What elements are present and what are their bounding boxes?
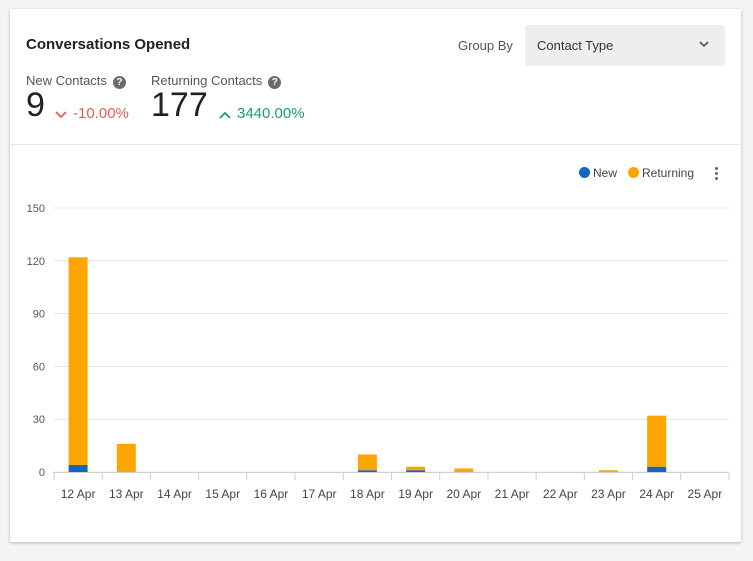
x-tick-label: 21 Apr	[495, 487, 530, 501]
x-tick-label: 23 Apr	[591, 487, 626, 501]
arrow-up-icon	[219, 111, 231, 119]
kpi-returning-label: Returning Contacts?	[151, 73, 282, 89]
bar-returning-6[interactable]	[357, 454, 377, 471]
x-tick-label: 19 Apr	[398, 487, 433, 501]
kpi-returning-delta: 3440.00%	[219, 105, 305, 122]
bar-returning-7[interactable]	[406, 466, 426, 471]
bar-returning-0[interactable]	[68, 257, 88, 465]
x-tick-label: 25 Apr	[688, 487, 723, 501]
y-tick-label: 30	[33, 414, 45, 426]
bar-chart: 0 30 60 90 120 150 12 Apr 13 Apr 14 Apr 15 Apr 16 …	[27, 203, 730, 501]
kpi-new-delta-text: -10.00%	[73, 105, 129, 122]
bar-returning-1[interactable]	[116, 443, 136, 472]
bar-returning-8[interactable]	[454, 468, 474, 472]
legend-label-new: New	[593, 166, 618, 180]
x-tick-label: 20 Apr	[446, 487, 481, 501]
y-tick-label: 90	[33, 309, 45, 321]
card-title: Conversations Opened	[26, 36, 191, 53]
legend-label-returning: Returning	[642, 166, 695, 180]
kpi-returning-value: 177	[151, 86, 208, 124]
bar-new-12[interactable]	[647, 466, 667, 472]
bar-new-0[interactable]	[68, 464, 88, 472]
x-tick-label: 14 Apr	[157, 487, 192, 501]
x-tick-label: 22 Apr	[543, 487, 578, 501]
kpi-new-value: 9	[26, 86, 45, 124]
y-tick-label: 0	[39, 467, 45, 479]
more-vert-icon[interactable]	[710, 165, 722, 185]
kpi-returning-delta-text: 3440.00%	[237, 105, 305, 122]
x-tick-label: 15 Apr	[205, 487, 240, 501]
x-tick-label: 18 Apr	[350, 487, 385, 501]
help-icon[interactable]: ?	[112, 76, 126, 89]
help-icon[interactable]: ?	[268, 76, 282, 89]
legend-swatch-new	[579, 167, 590, 178]
y-tick-label: 60	[33, 361, 45, 373]
kpi-new-label: New Contacts?	[26, 73, 126, 89]
bar-new-6[interactable]	[357, 470, 377, 472]
kpi-new-label-text: New Contacts	[26, 73, 107, 88]
kpi-returning-label-text: Returning Contacts	[151, 73, 263, 88]
legend-item-new[interactable]: New	[579, 166, 617, 180]
x-tick-label: 12 Apr	[61, 487, 96, 501]
x-tick-label: 13 Apr	[109, 487, 144, 501]
conversations-card: Conversations Opened Group By Contact Ty…	[10, 9, 741, 542]
legend-item-returning[interactable]: Returning	[628, 166, 694, 180]
y-tick-label: 120	[27, 256, 45, 268]
group-by-label: Group By	[458, 38, 513, 53]
x-tick-label: 24 Apr	[639, 487, 674, 501]
group-by-select[interactable]: Contact Type	[525, 25, 725, 66]
bar-new-7[interactable]	[406, 470, 426, 472]
x-tick-label: 16 Apr	[254, 487, 289, 501]
chevron-down-icon	[699, 41, 709, 48]
group-by-value: Contact Type	[537, 38, 614, 53]
y-tick-label: 150	[27, 203, 45, 215]
bar-returning-12[interactable]	[647, 415, 667, 467]
divider	[10, 144, 741, 145]
x-tick-label: 17 Apr	[302, 487, 337, 501]
legend-swatch-returning	[628, 167, 639, 178]
arrow-down-icon	[55, 111, 67, 119]
kpi-new-delta: -10.00%	[55, 105, 129, 122]
bar-returning-11[interactable]	[598, 470, 618, 472]
